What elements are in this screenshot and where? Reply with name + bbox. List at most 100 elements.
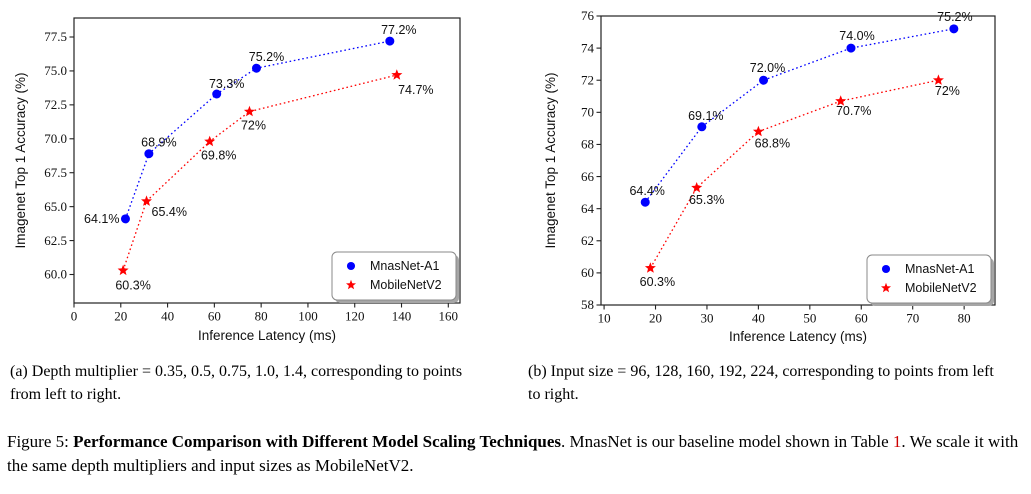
point-label: 64.1%	[84, 212, 119, 226]
y-tick-label: 67.5	[44, 165, 67, 180]
marker-star	[346, 279, 356, 290]
legend-label: MobileNetV2	[370, 278, 442, 292]
x-tick-label: 160	[439, 309, 459, 324]
marker-star	[141, 195, 152, 206]
series-mnasnet-a1: 64.4% 69.1% 72.0% 74.0% 75.2%	[629, 10, 973, 207]
marker-circle	[697, 122, 707, 132]
x-tick-label: 40	[161, 309, 174, 324]
subfigure-a: 0 20 40 60 80 100 120 140 160 60.0 62.5 65.0 67.5 70.…	[0, 0, 515, 352]
legend-label: MnasNet-A1	[905, 262, 975, 276]
series-mobilenetv2: 60.3% 65.4% 69.8% 72% 74.7%	[115, 69, 434, 292]
figure-caption: Figure 5: Performance Comparison with Di…	[7, 430, 1023, 478]
x-tick-label: 0	[71, 309, 78, 324]
point-label: 72.0%	[750, 61, 785, 75]
y-tick-label: 76	[581, 8, 595, 23]
marker-star	[391, 69, 403, 80]
x-tick-label: 80	[255, 309, 268, 324]
marker-circle	[144, 149, 154, 159]
x-tick-label: 40	[752, 311, 765, 326]
point-label: 64.4%	[629, 184, 664, 198]
x-tick-label: 140	[392, 309, 412, 324]
y-tick-label: 60	[581, 265, 594, 280]
point-label: 68.8%	[755, 137, 790, 151]
plot-border	[600, 15, 996, 306]
point-label: 72%	[241, 119, 266, 133]
x-tick-label: 80	[958, 311, 971, 326]
plot-border	[73, 17, 461, 304]
y-tick-label: 62	[581, 233, 594, 248]
legend-box	[331, 251, 457, 301]
point-label: 74.0%	[839, 29, 874, 43]
chart-b: 10 20 30 40 50 60 70 80 58 60 62 64 66 68 70 72 74 76 64.4…	[543, 8, 996, 344]
figure-caption-bold-title: Performance Comparison with Different Mo…	[73, 432, 562, 451]
point-label: 65.4%	[152, 205, 187, 219]
point-label: 73.3%	[209, 77, 244, 91]
y-tick-label: 62.5	[44, 233, 67, 248]
y-tick-label: 77.5	[44, 29, 67, 44]
legend-box	[866, 254, 992, 304]
x-tick-label: 60	[208, 309, 221, 324]
figure-caption-end: . We scale it with the same depth multip…	[7, 432, 1019, 476]
marker-circle	[385, 36, 395, 46]
y-tick-label: 72.5	[44, 97, 67, 112]
y-tick-label: 72	[581, 72, 594, 87]
marker-circle	[640, 197, 650, 207]
y-tick-label: 70.0	[44, 131, 67, 146]
x-axis-label: Inference Latency (ms)	[729, 329, 867, 344]
y-axis-label: Imagenet Top 1 Accuracy (%)	[543, 72, 558, 248]
point-label: 75.2%	[249, 50, 284, 64]
legend-label: MobileNetV2	[905, 281, 977, 295]
x-tick-label: 70	[906, 311, 919, 326]
x-tick-label: 10	[598, 311, 611, 326]
subcaption-a: (a) Depth multiplier = 0.35, 0.5, 0.75, …	[10, 363, 463, 404]
series-mobilenetv2-line	[649, 79, 939, 269]
marker-star	[243, 105, 255, 117]
point-label: 68.9%	[141, 136, 176, 150]
y-tick-label: 58	[581, 297, 594, 312]
marker-star	[932, 74, 944, 85]
y-tick-label: 60.0	[44, 267, 67, 282]
y-axis-label: Imagenet Top 1 Accuracy (%)	[13, 72, 28, 248]
marker-star	[691, 182, 703, 193]
y-tick-label: 65.0	[44, 199, 67, 214]
x-tick-label: 50	[803, 311, 816, 326]
series-mnasnet-a1: 64.1% 68.9% 73.3% 75.2% 77.2%	[84, 23, 416, 226]
legend: MnasNet-A1 MobileNetV2	[866, 254, 994, 306]
x-tick-label: 20	[114, 309, 127, 324]
marker-star	[117, 264, 129, 276]
chart-a: 0 20 40 60 80 100 120 140 160 60.0 62.5 65.0 67.5 70.…	[13, 17, 461, 343]
x-tick-label: 30	[700, 311, 713, 326]
legend-label: MnasNet-A1	[370, 259, 440, 273]
series-mobilenetv2: 60.3% 65.3% 68.8% 70.7% 72%	[640, 74, 960, 289]
point-label: 70.7%	[836, 104, 871, 118]
marker-circle	[120, 214, 130, 224]
point-label: 75.2%	[937, 10, 972, 24]
point-label: 60.3%	[115, 278, 150, 292]
marker-star	[644, 262, 656, 273]
marker-circle	[212, 89, 222, 99]
figure-caption-body: . MnasNet is our baseline model shown in…	[561, 432, 893, 451]
table-1-link[interactable]: 1	[892, 432, 902, 451]
x-tick-label: 60	[855, 311, 868, 326]
x-tick-label: 100	[298, 309, 318, 324]
y-tick-label: 75.0	[44, 63, 67, 78]
subcaption-b: (b) Input size = 96, 128, 160, 192, 224,…	[528, 363, 994, 404]
x-tick-label: 20	[649, 311, 662, 326]
axis-ticks: 0 20 40 60 80 100 120 140 160 60.0 62.5 65.0 67.5 70.…	[44, 29, 458, 323]
marker-star	[835, 95, 847, 106]
figure-caption-prefix: Figure 5:	[7, 432, 74, 451]
marker-circle	[759, 75, 769, 85]
marker-circle	[346, 261, 356, 271]
y-tick-label: 64	[581, 201, 595, 216]
point-label: 74.7%	[398, 83, 433, 97]
marker-circle	[949, 24, 959, 34]
marker-star	[204, 135, 216, 147]
point-label: 69.1%	[688, 109, 723, 123]
marker-circle	[846, 43, 856, 53]
y-tick-label: 68	[581, 137, 594, 152]
marker-star	[881, 282, 891, 293]
y-tick-label: 70	[581, 105, 594, 120]
point-label: 69.8%	[201, 149, 236, 163]
axis-ticks: 10 20 30 40 50 60 70 80 58 60 62 64 66 68 70 72 74 76	[581, 8, 971, 325]
